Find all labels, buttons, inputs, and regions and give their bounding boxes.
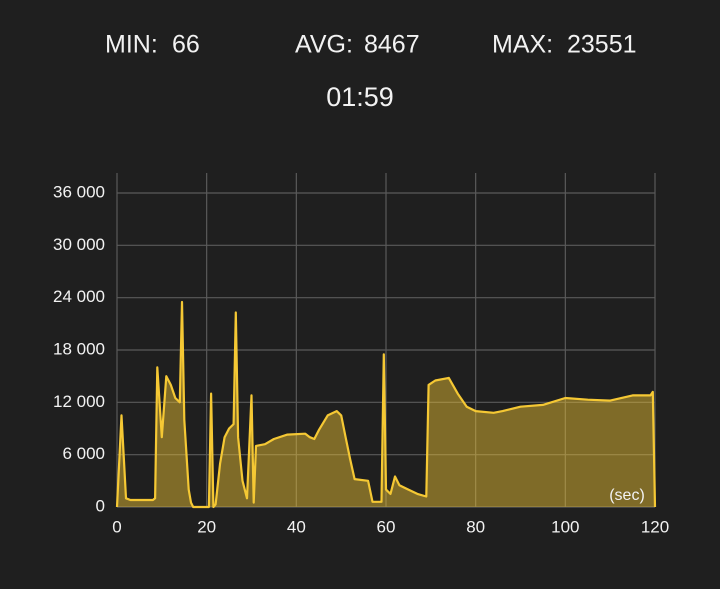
line: [115, 300, 657, 509]
x-tick-label: 100: [551, 517, 579, 536]
x-tick-label: 80: [466, 517, 485, 536]
y-tick-label: 36 000: [53, 182, 105, 201]
x-tick-label: 120: [641, 517, 669, 536]
y-tick-label: 18 000: [53, 339, 105, 358]
area-fill: [117, 302, 655, 507]
y-tick-label: 30 000: [53, 235, 105, 254]
y-tick-label: 0: [96, 496, 105, 515]
x-tick-label: 60: [377, 517, 396, 536]
y-tick-label: 12 000: [53, 392, 105, 411]
x-tick-label: 40: [287, 517, 306, 536]
max-value: 23551: [567, 31, 637, 59]
axis-note: (sec): [609, 487, 645, 504]
min-value: 66: [172, 31, 200, 59]
y-tick-label: 24 000: [53, 287, 105, 306]
x-tick-label: 20: [197, 517, 216, 536]
timer: 01:59: [326, 82, 394, 112]
x-tick-label: 0: [112, 517, 121, 536]
min-label: MIN:: [105, 31, 158, 59]
max-label: MAX:: [492, 31, 553, 59]
y-tick-label: 6 000: [62, 444, 105, 463]
avg-value: 8467: [364, 31, 420, 59]
avg-label: AVG:: [295, 31, 353, 59]
